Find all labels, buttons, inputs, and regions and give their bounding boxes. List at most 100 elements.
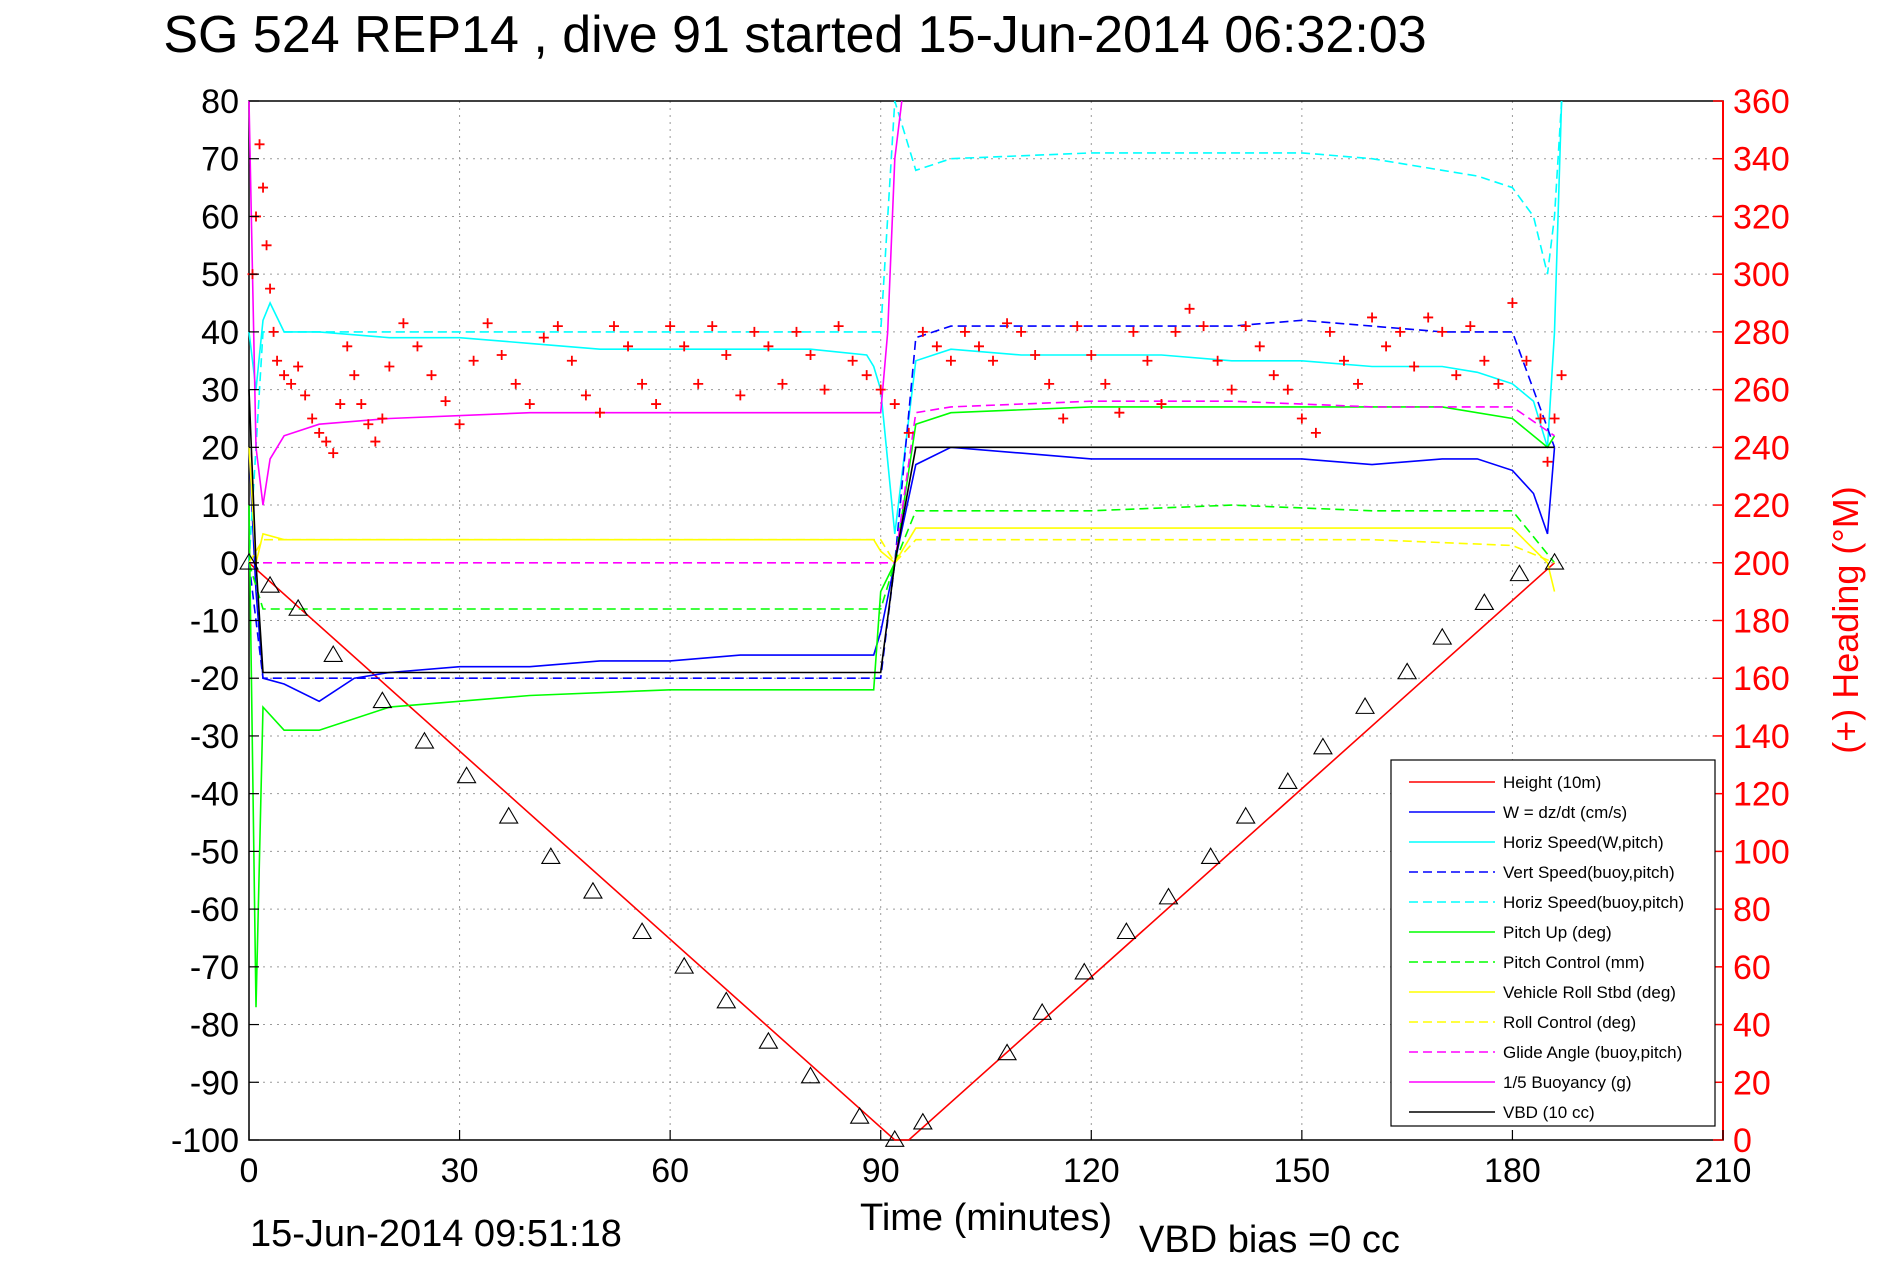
heading-marker xyxy=(1367,312,1378,323)
heading-marker xyxy=(1451,370,1462,381)
depth-marker xyxy=(239,552,259,570)
depth-marker xyxy=(1200,847,1221,865)
depth-marker xyxy=(1509,564,1530,582)
legend-entry: VBD (10 cc) xyxy=(1503,1103,1595,1122)
heading-marker xyxy=(679,341,690,352)
heading-marker xyxy=(1507,298,1518,309)
series-line-1 xyxy=(248,446,1556,703)
legend-entry: 1/5 Buoyancy (g) xyxy=(1503,1073,1632,1092)
heading-marker xyxy=(1212,355,1223,366)
series-line-8 xyxy=(248,538,1555,565)
x-tick-label: 60 xyxy=(651,1152,689,1190)
y-ticks-right: 3603403203002802602402202001801601401201… xyxy=(1713,83,1790,1160)
right-axis-label: (+) Heading (°M) xyxy=(1825,486,1866,753)
series-line-9 xyxy=(249,400,1555,564)
heading-marker xyxy=(917,326,928,337)
depth-marker xyxy=(1032,1002,1053,1020)
depth-marker xyxy=(1116,922,1137,940)
legend: Height (10m) W = dz/dt (cm/s) Horiz Speed(… xyxy=(1390,759,1716,1127)
depth-marker xyxy=(1432,627,1453,645)
depth-marker xyxy=(1235,806,1256,824)
x-tick-label: 30 xyxy=(441,1152,479,1190)
heading-marker xyxy=(538,332,549,343)
series-line-7 xyxy=(248,447,1556,592)
marker-layer xyxy=(239,552,1565,1147)
depth-marker xyxy=(1074,962,1095,980)
heading-marker xyxy=(412,341,423,352)
heading-marker xyxy=(1156,399,1167,410)
heading-marker xyxy=(1072,321,1083,332)
y-tick-label: 60 xyxy=(201,198,239,236)
heading-marker xyxy=(973,341,984,352)
heading-marker xyxy=(1282,384,1293,395)
heading-marker xyxy=(1184,303,1195,314)
heading-marker xyxy=(482,318,493,329)
depth-marker xyxy=(849,1106,870,1124)
heading-marker xyxy=(265,283,276,294)
heading-marker xyxy=(889,399,900,410)
heading-marker xyxy=(426,370,437,381)
heading-marker xyxy=(959,326,970,337)
depth-marker xyxy=(414,731,435,749)
heading-marker xyxy=(1142,355,1153,366)
legend-entry: Vehicle Roll Stbd (deg) xyxy=(1503,983,1676,1002)
y-tick-label: 40 xyxy=(201,314,239,352)
y-ticks-left: 80 70 60 50 40 30 20 10 0 -10 -20 -30 -40 -50 -60 -70 -8… xyxy=(171,83,259,1160)
depth-marker xyxy=(372,691,393,709)
y-tick-label: -60 xyxy=(190,891,239,929)
depth-marker xyxy=(1544,552,1565,570)
heading-marker xyxy=(1058,413,1069,424)
x-tick-label: 90 xyxy=(862,1152,900,1190)
heading-marker xyxy=(1002,318,1013,329)
heading-marker xyxy=(651,399,662,410)
depth-marker xyxy=(716,991,737,1009)
y-tick-label: 0 xyxy=(220,545,239,583)
depth-marker xyxy=(800,1066,821,1084)
heading-marker xyxy=(1521,355,1532,366)
legend-entry: W = dz/dt (cm/s) xyxy=(1503,803,1627,822)
heading-marker xyxy=(524,399,535,410)
heading-marker xyxy=(314,427,325,438)
y-right-tick-label: 280 xyxy=(1733,314,1790,352)
y-right-tick-label: 180 xyxy=(1733,603,1790,641)
legend-entry: Pitch Control (mm) xyxy=(1503,953,1645,972)
heading-marker xyxy=(1556,370,1567,381)
heading-marker xyxy=(777,378,788,389)
y-tick-label: 20 xyxy=(201,429,239,467)
heading-marker xyxy=(1044,378,1055,389)
legend-entry: Glide Angle (buoy,pitch) xyxy=(1503,1043,1682,1062)
y-right-tick-label: 140 xyxy=(1733,718,1790,756)
depth-marker xyxy=(997,1043,1018,1061)
y-right-tick-label: 0 xyxy=(1733,1122,1752,1160)
legend-box xyxy=(1390,759,1716,1127)
y-right-tick-label: 60 xyxy=(1733,949,1771,987)
depth-marker xyxy=(632,922,653,940)
heading-marker xyxy=(988,355,999,366)
heading-marker xyxy=(1465,321,1476,332)
heading-marker xyxy=(552,321,563,332)
x-tick-label: 210 xyxy=(1695,1152,1752,1190)
legend-entry: Pitch Up (deg) xyxy=(1503,923,1612,942)
heading-marker xyxy=(1437,326,1448,337)
x-tick-label: 0 xyxy=(240,1152,259,1190)
heading-marker xyxy=(349,370,360,381)
series-line-0 xyxy=(248,562,1556,1141)
heading-marker xyxy=(1086,349,1097,360)
heading-marker xyxy=(875,384,886,395)
heading-marker xyxy=(1254,341,1265,352)
y-right-tick-label: 20 xyxy=(1733,1064,1771,1102)
heading-marker xyxy=(454,419,465,430)
y-tick-label: -20 xyxy=(190,660,239,698)
heading-marker xyxy=(398,318,409,329)
heading-marker xyxy=(286,378,297,389)
heading-marker xyxy=(307,413,318,424)
heading-marker xyxy=(1114,407,1125,418)
y-right-tick-label: 120 xyxy=(1733,776,1790,814)
heading-marker xyxy=(1542,456,1553,467)
depth-marker xyxy=(1158,887,1179,905)
y-right-tick-label: 240 xyxy=(1733,429,1790,467)
legend-entry: Roll Control (deg) xyxy=(1503,1013,1636,1032)
y-right-tick-label: 200 xyxy=(1733,545,1790,583)
y-tick-label: 50 xyxy=(201,256,239,294)
heading-marker xyxy=(1324,326,1335,337)
